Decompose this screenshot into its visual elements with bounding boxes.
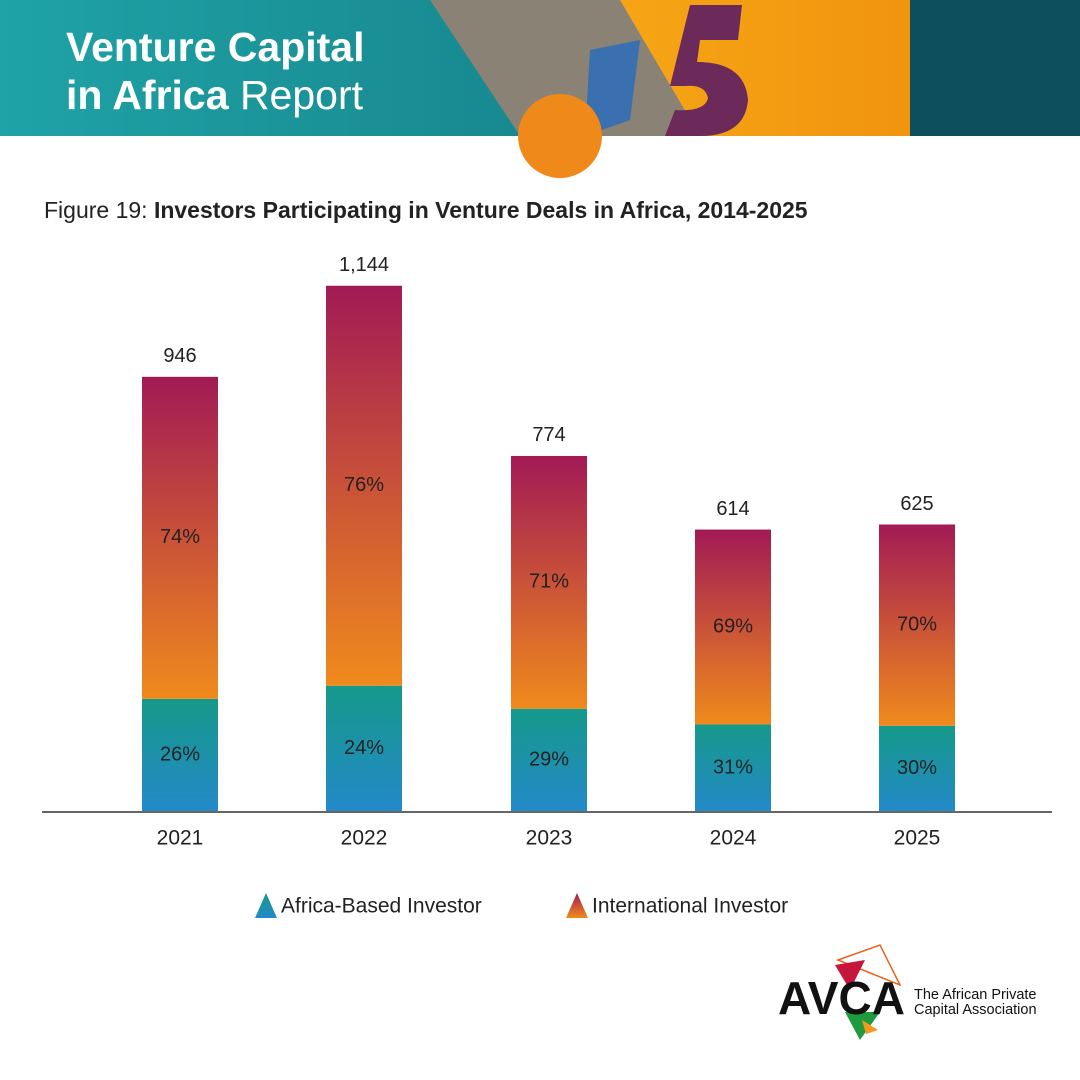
bar-segment [326,685,402,812]
legend-swatch [255,893,277,918]
logo-shape [845,1012,880,1040]
bar-segment [879,725,955,812]
logo-shape [835,944,902,987]
header-numeral [665,5,748,136]
total-label: 774 [532,424,565,446]
x-tick-label: 2021 [157,827,204,850]
header-shape [518,94,602,178]
chart: 26% 74% 946 2021 24% 76% 1,144 2022 29% 71% 774 202… [42,254,1052,918]
segment-label: 24% [344,737,384,759]
chart-title-main: Investors Participating in Venture Deals… [154,197,808,223]
bar-segment [511,708,587,812]
segment-label: 31% [713,757,753,779]
bar-segment [511,455,587,709]
segment-label: 69% [713,615,753,637]
bar-segment [695,529,771,725]
org-name: Capital Association [914,1002,1037,1018]
header-title: Venture Capital [66,24,364,70]
total-label: 625 [900,493,933,515]
header-title-light: Report [240,72,364,118]
chart-title: Figure 19: Investors Participating in Ve… [44,197,808,223]
logo-shape [862,1020,878,1034]
legend-swatch [566,893,588,918]
header-title-bold: in Africa [66,72,230,118]
legend-label: International Investor [592,895,788,918]
segment-label: 29% [529,749,569,771]
logo: AVCA The African Private Capital Associa… [778,944,1037,1040]
total-label: 946 [163,345,196,367]
logo-shape [835,960,865,990]
bar-segment [879,524,955,726]
bar-segment [695,724,771,812]
segment-label: 70% [897,613,937,635]
x-tick-label: 2023 [526,827,573,850]
bar-segment [326,285,402,686]
x-tick-label: 2025 [894,827,941,850]
segment-label: 76% [344,474,384,496]
bar-segment [142,376,218,699]
total-label: 1,144 [339,254,389,276]
segment-label: 74% [160,526,200,548]
total-label: 614 [716,498,749,520]
logo-text: AVCA [778,972,905,1024]
x-tick-label: 2024 [710,827,757,850]
chart-title-prefix: Figure 19: [44,197,148,223]
bar-segment [142,698,218,812]
segment-label: 30% [897,757,937,779]
header-shape [910,0,960,136]
header-shape [585,40,640,136]
segment-label: 26% [160,744,200,766]
legend-label: Africa-Based Investor [281,895,482,918]
header-title: in Africa Report [66,72,364,118]
org-name: The African Private [914,987,1037,1003]
segment-label: 71% [529,571,569,593]
x-tick-label: 2022 [341,827,388,850]
